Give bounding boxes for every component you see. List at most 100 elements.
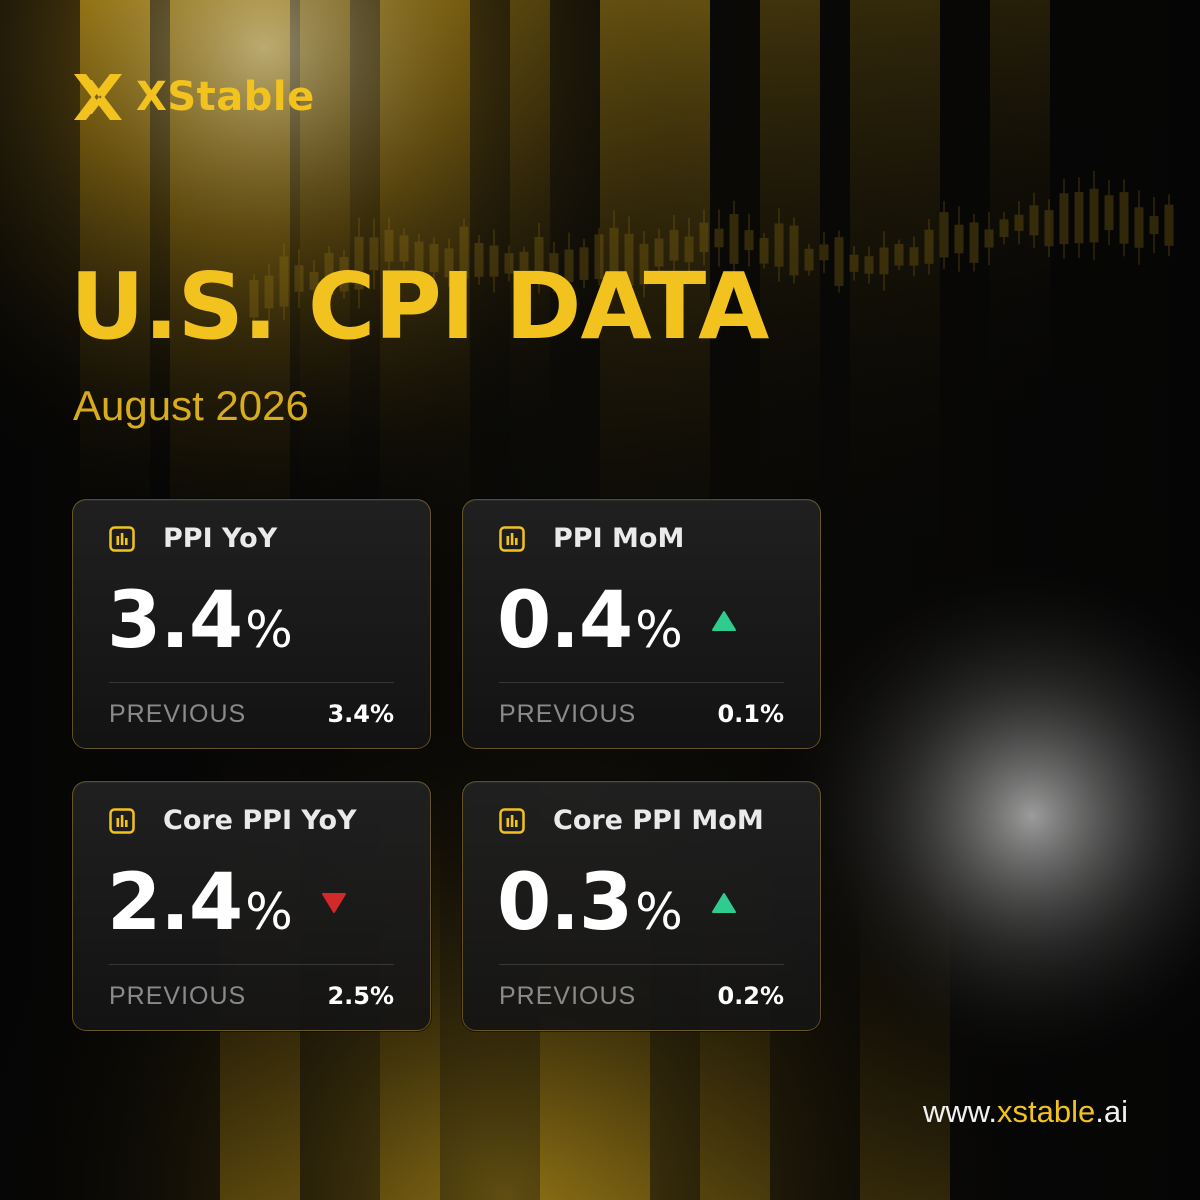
divider [499,682,784,683]
value-unit: % [245,601,293,659]
trend-down-icon [321,893,346,913]
bg-candle-body [1089,188,1099,243]
value-number: 3.4 [107,576,243,666]
bg-candle-body [939,212,949,258]
divider [499,964,784,965]
bg-candle-body [804,248,814,271]
bg-candle-body [984,229,994,248]
brand-name: XStable [136,74,315,120]
footer-domain: xstable [997,1094,1096,1129]
bg-candle-body [324,253,334,295]
footer-prefix: www. [922,1094,998,1129]
bg-candle-body [909,247,919,266]
divider [109,682,394,683]
bg-candle-body [774,223,784,267]
bg-candle-body [789,225,799,276]
bg-candle-body [339,256,349,292]
card-value: 3.4% [107,576,293,666]
page-title: U.S. CPI DATA [70,253,769,360]
card-label: PPI YoY [163,523,278,554]
bg-candle-body [309,271,319,290]
stat-card-core-ppi-mom: Core PPI MoM 0.3% PREVIOUS 0.2% [462,781,821,1031]
bg-candle-body [999,219,1009,238]
bar-chart-icon [109,526,135,552]
bg-candle-body [894,244,904,266]
bg-candle-body [699,222,709,253]
bg-candle-body [504,253,514,274]
bg-candle-body [459,226,469,279]
previous-label: PREVIOUS [109,700,247,728]
bg-candle-body [1044,210,1054,247]
previous-label: PREVIOUS [499,700,637,728]
card-label: Core PPI YoY [163,805,357,836]
bg-candle-body [1029,205,1039,236]
bar-chart-icon [499,808,525,834]
bg-candle-body [1149,216,1159,235]
bg-candle-body [1059,193,1069,245]
card-value: 2.4% [107,858,347,948]
card-label: PPI MoM [553,523,685,554]
bg-candle-body [1164,204,1174,246]
stat-card-core-ppi-yoy: Core PPI YoY 2.4% PREVIOUS 2.5% [72,781,431,1031]
trend-up-icon [711,611,736,631]
value-number: 0.3 [497,858,633,948]
bg-candle-body [924,229,934,264]
card-label: Core PPI MoM [553,805,764,836]
bg-candle-body [369,237,379,271]
xstable-logo-icon [74,74,122,120]
bg-candle-body [969,222,979,263]
bg-candle-body [864,256,874,274]
bg-candle-body [579,247,589,280]
previous-value: 2.5% [327,982,394,1010]
bg-candle-body [744,230,754,251]
bg-candle-body [519,251,529,271]
bg-candle-body [249,279,259,318]
trend-up-icon [711,893,736,913]
previous-label: PREVIOUS [499,982,637,1010]
bg-candle-body [534,236,544,280]
bg-candle-body [594,234,604,280]
value-unit: % [245,883,293,941]
bg-candle-body [834,237,844,286]
bg-candle-body [1104,195,1114,231]
bg-candle-body [1074,191,1084,244]
bg-candle-body [1134,207,1144,248]
stat-card-ppi-mom: PPI MoM 0.4% PREVIOUS 0.1% [462,499,821,749]
bg-candle-body [1014,214,1024,231]
bg-candle-body [384,229,394,262]
value-unit: % [635,883,683,941]
bg-candle-body [654,238,664,267]
bg-candle-body [849,254,859,272]
bg-candle-body [429,243,439,273]
brand-logo: XStable [72,72,315,122]
bg-candle-body [819,244,829,261]
bg-candle-body [684,236,694,263]
bg-candle-body [624,233,634,286]
value-unit: % [635,601,683,659]
divider [109,964,394,965]
bg-candle-body [879,247,889,275]
footer-suffix: .ai [1095,1094,1128,1129]
bg-candle-body [729,213,739,264]
bg-candle-body [714,228,724,248]
bg-candle-body [609,227,619,274]
bg-candle-body [669,229,679,261]
bg-candle-body [489,245,499,277]
bg-candle-body [954,224,964,254]
bg-candle-body [564,249,574,283]
bg-candle-body [474,242,484,277]
bg-candle-body [264,275,274,309]
bg-candle-body [279,256,289,307]
bg-candle-body [759,237,769,264]
card-value: 0.4% [497,576,737,666]
previous-value: 0.1% [717,700,784,728]
value-number: 2.4 [107,858,243,948]
previous-value: 3.4% [327,700,394,728]
previous-label: PREVIOUS [109,982,247,1010]
bg-candle-body [354,236,364,290]
website-link[interactable]: www.xstable.ai [923,1092,1128,1132]
bg-candle-body [294,265,304,292]
previous-value: 0.2% [717,982,784,1010]
bg-candle-body [399,235,409,262]
bar-chart-icon [109,808,135,834]
